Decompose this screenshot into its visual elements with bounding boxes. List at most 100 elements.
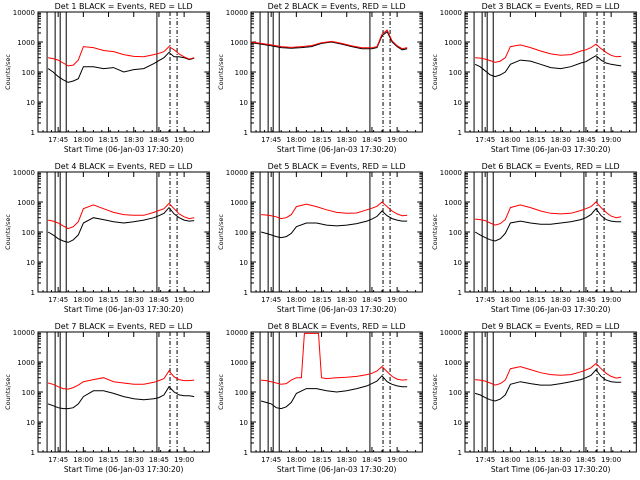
panel-title: Det 3 BLACK = Events, RED = LLD	[481, 2, 619, 11]
events-series-line	[474, 207, 621, 242]
x-tick-label: 18:30	[337, 136, 357, 144]
events-series-line	[47, 206, 195, 243]
y-tick-label: 10000	[439, 329, 461, 337]
lld-series-line	[47, 370, 195, 390]
x-tick-label: 18:00	[287, 296, 307, 304]
x-tick-label: 18:15	[312, 456, 332, 464]
lld-series-line	[251, 29, 408, 50]
x-tick-label: 18:30	[124, 456, 144, 464]
y-tick-label: 10000	[439, 169, 461, 177]
y-axis-label: Counts/sec	[217, 214, 225, 250]
y-tick-label: 10000	[226, 329, 248, 337]
x-tick-label: 19:00	[174, 136, 194, 144]
x-tick-label: 19:00	[601, 296, 621, 304]
x-tick-label: 18:30	[550, 296, 570, 304]
y-axis-label: Counts/sec	[217, 54, 225, 90]
events-series-line	[47, 51, 195, 83]
x-tick-label: 18:45	[576, 296, 596, 304]
detector-panel-5: Det 5 BLACK = Events, RED = LLD 1 10 100 100…	[217, 162, 424, 314]
plot-frame	[464, 331, 637, 453]
x-tick-label: 18:15	[98, 456, 118, 464]
y-tick-label: 10	[239, 259, 248, 267]
panel-title: Det 1 BLACK = Events, RED = LLD	[55, 2, 193, 11]
x-tick-label: 17:45	[261, 136, 281, 144]
y-tick-label: 10000	[226, 9, 248, 17]
x-tick-label: 17:45	[261, 456, 281, 464]
y-tick-label: 100	[448, 229, 461, 237]
x-tick-label: 19:00	[601, 136, 621, 144]
x-tick-label: 18:15	[98, 136, 118, 144]
x-tick-label: 19:00	[601, 456, 621, 464]
y-tick-label: 1000	[231, 199, 249, 207]
x-tick-label: 18:15	[525, 456, 545, 464]
x-tick-label: 18:00	[500, 456, 520, 464]
plot-frame	[250, 11, 424, 133]
y-tick-label: 10	[239, 99, 248, 107]
y-tick-label: 10	[239, 419, 248, 427]
x-tick-label: 17:45	[475, 456, 495, 464]
x-tick-label: 17:45	[475, 136, 495, 144]
x-tick-label: 18:15	[525, 296, 545, 304]
y-tick-label: 1	[457, 129, 461, 137]
y-tick-label: 100	[448, 389, 461, 397]
x-axis-label: Start Time (06-Jan-03 17:30:20)	[491, 145, 611, 154]
x-axis-label: Start Time (06-Jan-03 17:30:20)	[277, 145, 397, 154]
x-tick-label: 18:00	[73, 136, 93, 144]
y-axis-label: Counts/sec	[431, 214, 439, 250]
y-tick-label: 100	[22, 69, 35, 77]
events-series-line	[261, 374, 408, 410]
x-tick-label: 18:00	[73, 296, 93, 304]
y-tick-label: 1	[31, 449, 35, 457]
y-tick-label: 10000	[13, 169, 35, 177]
plot-frame	[37, 171, 210, 293]
detector-panel-6: Det 6 BLACK = Events, RED = LLD 1 10 100 100…	[431, 162, 637, 314]
panel-title: Det 5 BLACK = Events, RED = LLD	[268, 162, 406, 171]
y-tick-label: 1	[31, 129, 35, 137]
y-tick-label: 1	[457, 289, 461, 297]
y-tick-label: 1000	[444, 359, 462, 367]
x-tick-label: 19:00	[387, 296, 407, 304]
y-tick-label: 100	[22, 229, 35, 237]
x-axis-label: Start Time (06-Jan-03 17:30:20)	[277, 305, 397, 314]
y-tick-label: 1	[31, 289, 35, 297]
panel-title: Det 8 BLACK = Events, RED = LLD	[268, 322, 406, 331]
x-tick-label: 18:15	[525, 136, 545, 144]
x-tick-label: 18:00	[287, 136, 307, 144]
y-tick-label: 1000	[17, 39, 35, 47]
lld-series-line	[48, 45, 195, 67]
events-series-line	[474, 55, 621, 78]
y-tick-label: 1000	[444, 39, 462, 47]
detector-panel-2: Det 2 BLACK = Events, RED = LLD 1 10 100 100…	[217, 2, 424, 154]
x-tick-label: 18:45	[149, 296, 169, 304]
plot-frame	[37, 331, 210, 453]
x-tick-label: 18:00	[500, 136, 520, 144]
y-axis-label: Counts/sec	[4, 214, 12, 250]
x-axis-label: Start Time (06-Jan-03 17:30:20)	[64, 305, 184, 314]
y-tick-label: 100	[235, 229, 248, 237]
y-tick-label: 1000	[231, 359, 249, 367]
detector-panel-9: Det 9 BLACK = Events, RED = LLD 1 10 100 100…	[431, 322, 637, 474]
y-tick-label: 100	[235, 69, 248, 77]
x-tick-label: 18:15	[98, 296, 118, 304]
detector-panel-4: Det 4 BLACK = Events, RED = LLD 1 10 100 100…	[4, 162, 210, 314]
y-axis-label: Counts/sec	[431, 54, 439, 90]
x-tick-label: 18:45	[576, 136, 596, 144]
panel-title: Det 4 BLACK = Events, RED = LLD	[55, 162, 193, 171]
plot-frame	[250, 171, 424, 293]
lld-series-line	[261, 201, 408, 220]
x-tick-label: 18:45	[149, 136, 169, 144]
x-tick-label: 17:45	[261, 296, 281, 304]
x-tick-label: 17:45	[48, 136, 68, 144]
y-tick-label: 1	[457, 449, 461, 457]
x-tick-label: 19:00	[174, 456, 194, 464]
y-tick-label: 10000	[13, 9, 35, 17]
x-tick-label: 18:30	[124, 136, 144, 144]
x-tick-label: 18:15	[312, 136, 332, 144]
x-tick-label: 18:45	[362, 296, 382, 304]
x-axis-label: Start Time (06-Jan-03 17:30:20)	[64, 145, 184, 154]
y-tick-label: 1000	[17, 199, 35, 207]
plot-frame	[464, 11, 637, 133]
x-tick-label: 18:30	[337, 296, 357, 304]
events-series-line	[251, 30, 408, 51]
